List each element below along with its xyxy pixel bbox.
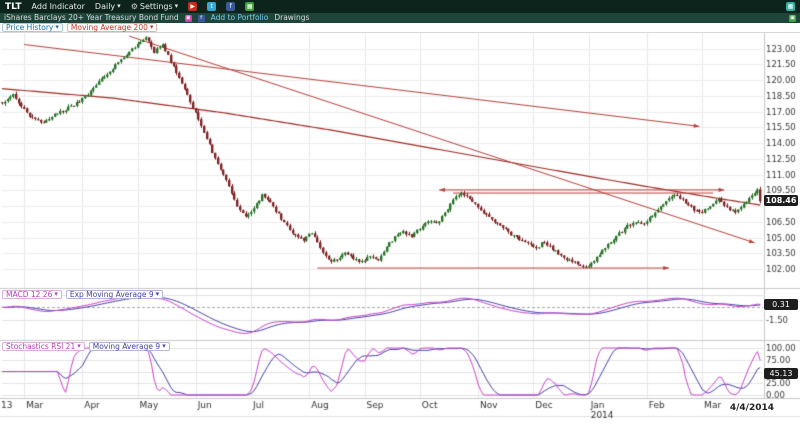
chevron-down-icon: ▾ bbox=[162, 342, 166, 350]
stoch-value-badge: 45.13 bbox=[764, 368, 798, 379]
macd-signal-label: Exp Moving Average 9 bbox=[69, 289, 154, 299]
ma200-chip[interactable]: Moving Average 200 ▾ bbox=[66, 22, 158, 32]
chevron-down-icon: ▾ bbox=[55, 23, 59, 31]
twitter-icon[interactable]: t bbox=[207, 2, 217, 11]
price-panel-header: Price History ▾ Moving Average 200 ▾ bbox=[0, 23, 800, 33]
gear-icon: ⚙ bbox=[130, 2, 138, 11]
chevron-down-icon: ▾ bbox=[117, 2, 121, 10]
stoch-panel-header: Stochastics RSI 21 ▾ Moving Average 9 ▾ bbox=[2, 342, 170, 351]
stoch-rsi-chip[interactable]: Stochastics RSI 21 ▾ bbox=[2, 342, 85, 351]
macd-label: MACD 12 26 bbox=[6, 289, 53, 299]
chevron-down-icon: ▾ bbox=[155, 290, 160, 298]
stoch-ma-chip[interactable]: Moving Average 9 ▾ bbox=[88, 341, 170, 351]
macd-value-badge: 0.31 bbox=[764, 299, 798, 310]
apps-icon[interactable]: ▦ bbox=[786, 2, 795, 11]
stocktwits-icon[interactable]: ▦ bbox=[245, 2, 255, 11]
symbol-ticker[interactable]: TLT bbox=[5, 1, 22, 12]
macd-panel-header: MACD 12 26 ▾ Exp Moving Average 9 ▾ bbox=[2, 289, 164, 299]
share-icon[interactable]: ▣ bbox=[184, 14, 192, 22]
chevron-down-icon: ▾ bbox=[149, 23, 154, 31]
settings-label: Settings bbox=[139, 2, 173, 11]
chevron-down-icon: ▾ bbox=[54, 290, 58, 298]
chart-title-bar: iShares Barclays 20+ Year Treasury Bond … bbox=[0, 13, 800, 23]
chevron-down-icon: ▾ bbox=[174, 2, 179, 10]
facebook-share-icon[interactable]: f bbox=[197, 14, 205, 22]
last-date-label: 4/4/2014 bbox=[729, 403, 774, 413]
settings-dropdown[interactable]: ⚙ Settings ▾ bbox=[131, 2, 179, 11]
ma200-label: Moving Average 200 bbox=[70, 22, 148, 32]
top-toolbar: TLT Add Indicator Daily ▾ ⚙ Settings ▾ ▶… bbox=[0, 0, 800, 13]
add-to-portfolio-link[interactable]: Add to Portfolio bbox=[210, 13, 269, 22]
price-history-chip[interactable]: Price History ▾ bbox=[2, 23, 63, 32]
expand-icon[interactable]: ▣ bbox=[789, 14, 796, 22]
youtube-icon[interactable]: ▶ bbox=[188, 2, 198, 11]
stoch-ma-label: Moving Average 9 bbox=[92, 341, 161, 351]
price-history-label: Price History bbox=[6, 22, 54, 32]
facebook-icon[interactable]: f bbox=[226, 2, 236, 11]
macd-chip[interactable]: MACD 12 26 ▾ bbox=[2, 290, 62, 299]
macd-signal-chip[interactable]: Exp Moving Average 9 ▾ bbox=[65, 289, 164, 299]
period-dropdown[interactable]: Daily ▾ bbox=[95, 2, 121, 11]
fund-name: iShares Barclays 20+ Year Treasury Bond … bbox=[4, 13, 179, 22]
add-indicator-button[interactable]: Add Indicator bbox=[31, 2, 85, 11]
period-value: Daily bbox=[94, 2, 116, 11]
price-badge: 108.46 bbox=[764, 195, 798, 206]
chevron-down-icon: ▾ bbox=[77, 342, 81, 350]
drawings-menu[interactable]: Drawings bbox=[274, 13, 310, 22]
stoch-rsi-label: Stochastics RSI 21 bbox=[6, 341, 76, 351]
